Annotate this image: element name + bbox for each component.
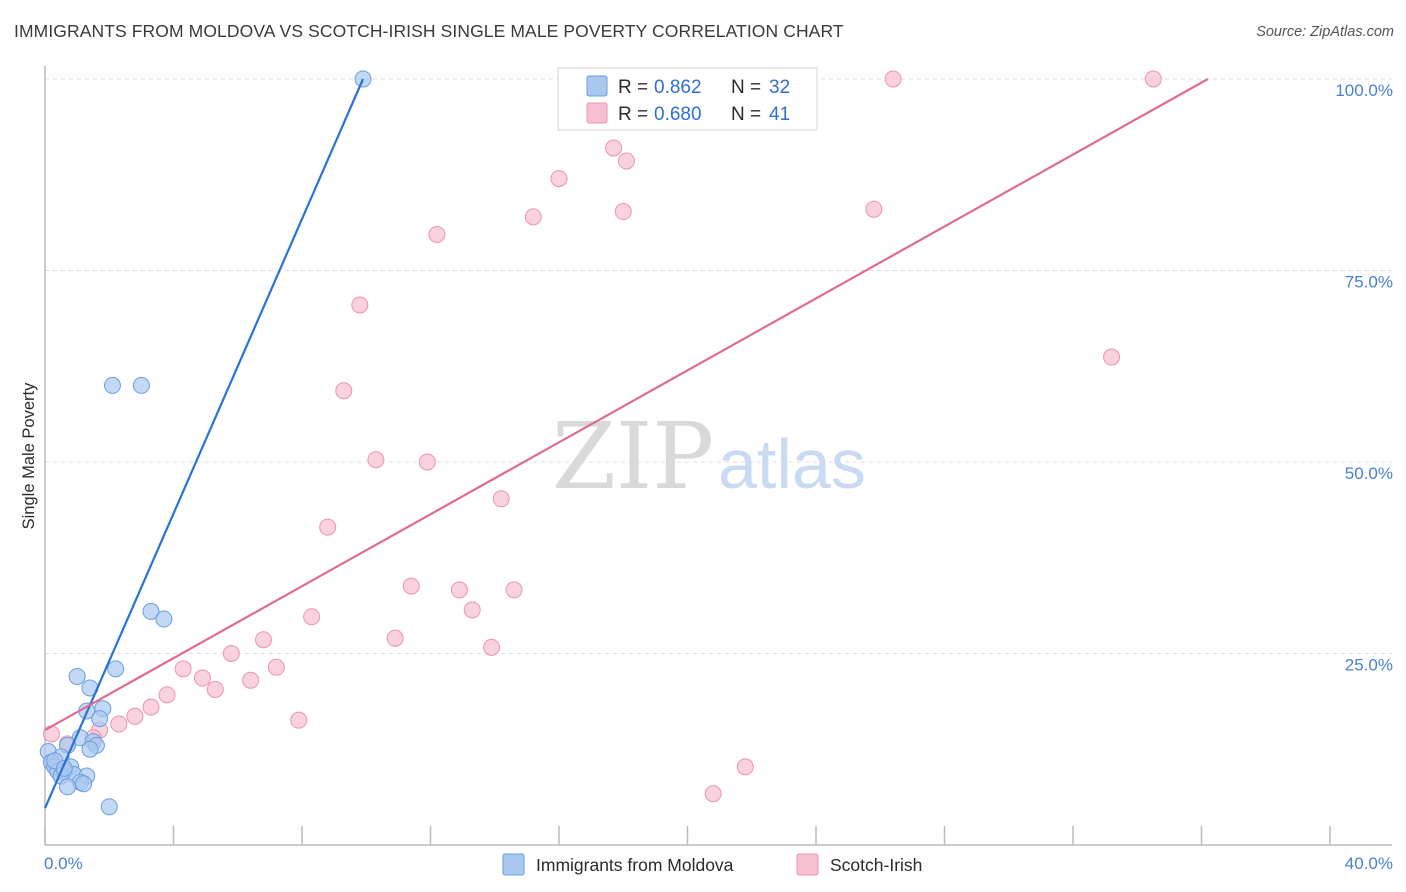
legend-n-label: N =	[731, 77, 761, 98]
moldova-trend-line	[43, 78, 365, 809]
moldova-point	[142, 602, 160, 620]
scotch-irish-point	[335, 382, 353, 400]
scotch-irish-point	[614, 203, 632, 221]
y-tick-label: 75.0%	[1345, 273, 1393, 292]
moldova-point	[103, 376, 121, 394]
scotch-irish-point	[1103, 348, 1121, 366]
watermark-zip: ZIP	[552, 403, 714, 510]
legend-n-value: 32	[769, 77, 790, 98]
legend-r-label: R =	[618, 104, 648, 125]
scotch-irish-point	[1144, 70, 1162, 88]
scotch-irish-point	[617, 152, 635, 170]
x-tick-label: 0.0%	[44, 854, 83, 873]
series-swatch-moldova	[502, 853, 525, 876]
series-label-scotch-irish: Scotch-Irish	[830, 855, 922, 875]
x-tick-label: 40.0%	[1345, 854, 1393, 873]
moldova-point	[100, 798, 118, 816]
scotch-irish-point	[884, 70, 902, 88]
axes	[44, 66, 1392, 846]
scotch-irish-point	[142, 698, 160, 716]
scotch-irish-point	[386, 629, 404, 647]
x-tick-labels: 0.0% 40.0%	[44, 854, 1393, 873]
source-credit: Source: ZipAtlas.com	[1256, 24, 1394, 40]
grid-lines	[45, 78, 1392, 654]
scotch-irish-point	[242, 671, 260, 689]
legend-r-value: 0.680	[654, 104, 702, 125]
y-tick-labels: 25.0% 50.0% 75.0% 100.0%	[1335, 81, 1393, 675]
scotch-irish-point	[505, 581, 523, 599]
legend-r-label: R =	[618, 77, 648, 98]
scotch-irish-point	[492, 490, 510, 508]
scotch-irish-point	[319, 518, 337, 536]
legend-r-value: 0.862	[654, 77, 702, 98]
scotch-irish-point	[865, 200, 883, 218]
scotch-irish-trend-line	[44, 78, 1209, 732]
moldova-point	[58, 778, 76, 796]
scotch-irish-point	[463, 601, 481, 619]
scotch-irish-point	[704, 785, 722, 803]
chart-title: IMMIGRANTS FROM MOLDOVA VS SCOTCH-IRISH …	[14, 21, 844, 41]
scotch-irish-point	[290, 711, 308, 729]
y-tick-label: 25.0%	[1345, 656, 1393, 675]
legend-swatch-blue	[586, 75, 608, 97]
moldova-point	[132, 376, 150, 394]
scotch-irish-point	[550, 170, 568, 188]
legend-n-value: 41	[769, 104, 790, 125]
moldova-point	[155, 610, 173, 628]
scotch-irish-point	[267, 658, 285, 676]
series-legend: Immigrants from Moldova Scotch-Irish	[502, 853, 922, 876]
scotch-irish-point	[351, 296, 369, 314]
moldova-point	[107, 660, 125, 678]
legend-swatch-pink	[586, 102, 608, 124]
legend-n-label: N =	[731, 104, 761, 125]
scotch-irish-point	[222, 645, 240, 662]
scotch-irish-point	[450, 581, 468, 599]
watermark-atlas: atlas	[718, 425, 866, 503]
scotch-irish-point	[483, 638, 501, 656]
scotch-irish-point	[605, 139, 623, 157]
moldova-points	[39, 70, 372, 816]
scotch-irish-point	[524, 208, 542, 226]
scotch-irish-point	[42, 725, 60, 743]
trend-lines	[43, 78, 1209, 809]
scotch-irish-point	[418, 453, 436, 471]
watermark: ZIP atlas	[552, 403, 866, 510]
moldova-point	[75, 775, 93, 793]
moldova-point	[91, 710, 109, 728]
series-label-moldova: Immigrants from Moldova	[536, 855, 734, 875]
moldova-point	[81, 740, 99, 758]
y-tick-label: 100.0%	[1335, 81, 1393, 100]
scotch-irish-point	[110, 715, 128, 733]
scotch-irish-point	[367, 451, 385, 469]
scotch-irish-point	[206, 681, 224, 699]
scotch-irish-point	[402, 577, 420, 595]
scotch-irish-point	[736, 758, 754, 776]
scotch-irish-point	[174, 660, 192, 678]
series-swatch-scotch-irish	[796, 853, 819, 876]
scotch-irish-point	[254, 631, 272, 649]
scotch-irish-point	[126, 707, 144, 725]
moldova-point	[68, 667, 86, 685]
scotch-irish-point	[303, 608, 321, 626]
scotch-irish-point	[193, 669, 211, 687]
scotch-irish-point	[428, 225, 446, 243]
y-tick-label: 50.0%	[1345, 464, 1393, 483]
correlation-legend: R = 0.862 N = 32 R = 0.680 N = 41	[557, 67, 818, 131]
y-axis-label: Single Male Poverty	[20, 382, 38, 529]
scotch-irish-point	[158, 686, 176, 704]
